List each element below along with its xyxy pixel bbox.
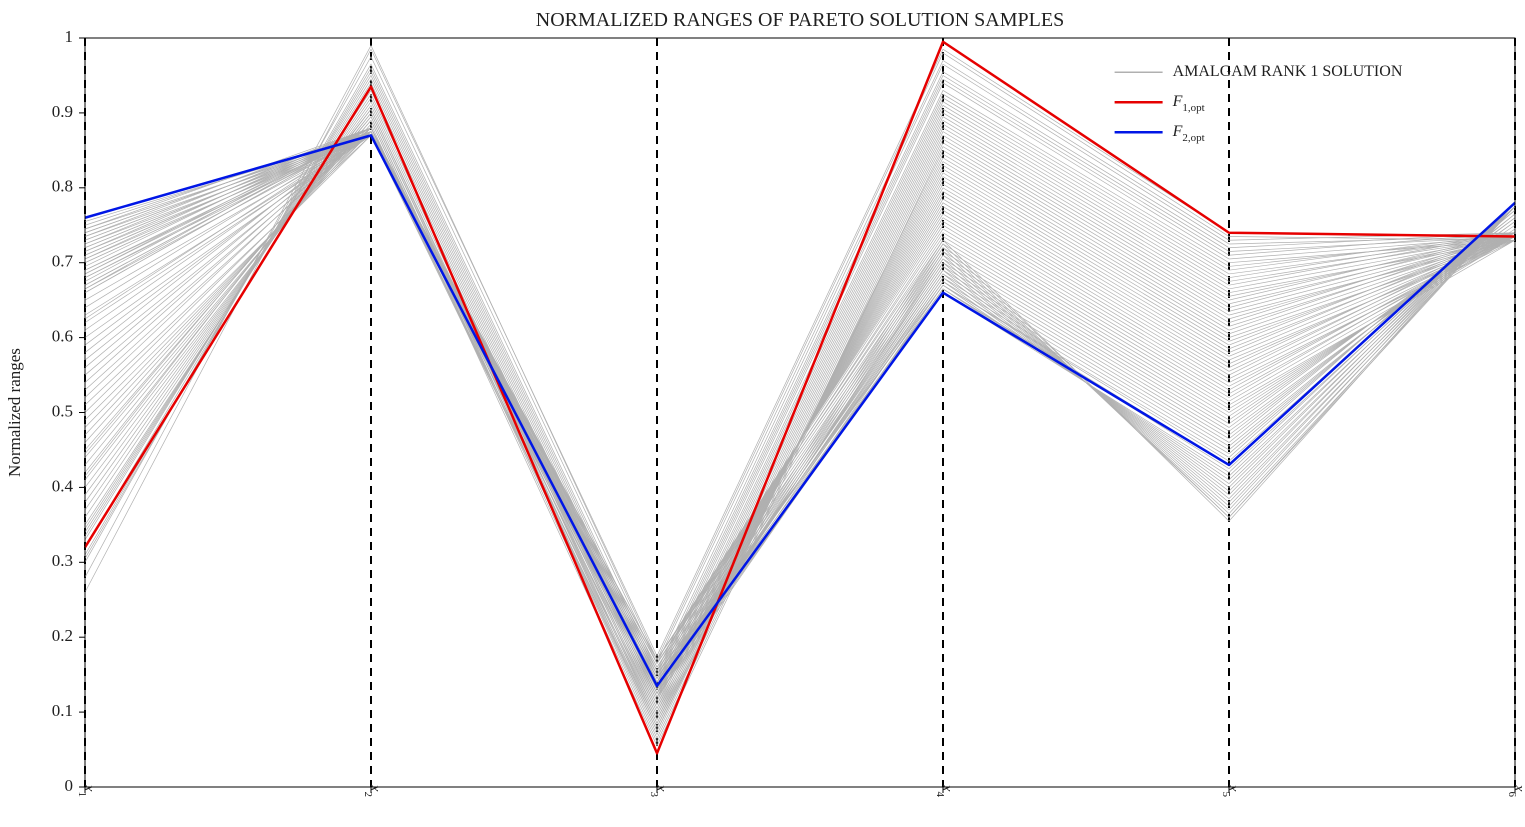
- y-tick-label: 1: [65, 27, 74, 46]
- y-tick-label: 0.2: [52, 626, 73, 645]
- y-tick-label: 0.6: [52, 327, 73, 346]
- parallel-coordinates-chart: 00.10.20.30.40.50.60.70.80.91x1x2x3x4x5x…: [0, 0, 1525, 827]
- y-tick-label: 0.3: [52, 551, 73, 570]
- y-tick-label: 0.7: [52, 252, 74, 271]
- y-tick-label: 0.1: [52, 701, 73, 720]
- y-axis-label: Normalized ranges: [5, 348, 24, 477]
- chart-title: NORMALIZED RANGES OF PARETO SOLUTION SAM…: [536, 9, 1064, 31]
- chart-background: [0, 0, 1525, 827]
- legend-label: AMALGAM RANK 1 SOLUTION: [1173, 63, 1403, 80]
- chart-container: 00.10.20.30.40.50.60.70.80.91x1x2x3x4x5x…: [0, 0, 1525, 827]
- y-tick-label: 0.9: [52, 102, 73, 121]
- y-tick-label: 0.4: [52, 476, 74, 495]
- y-tick-label: 0.5: [52, 401, 73, 420]
- y-tick-label: 0.8: [52, 177, 73, 196]
- y-tick-label: 0: [65, 776, 74, 795]
